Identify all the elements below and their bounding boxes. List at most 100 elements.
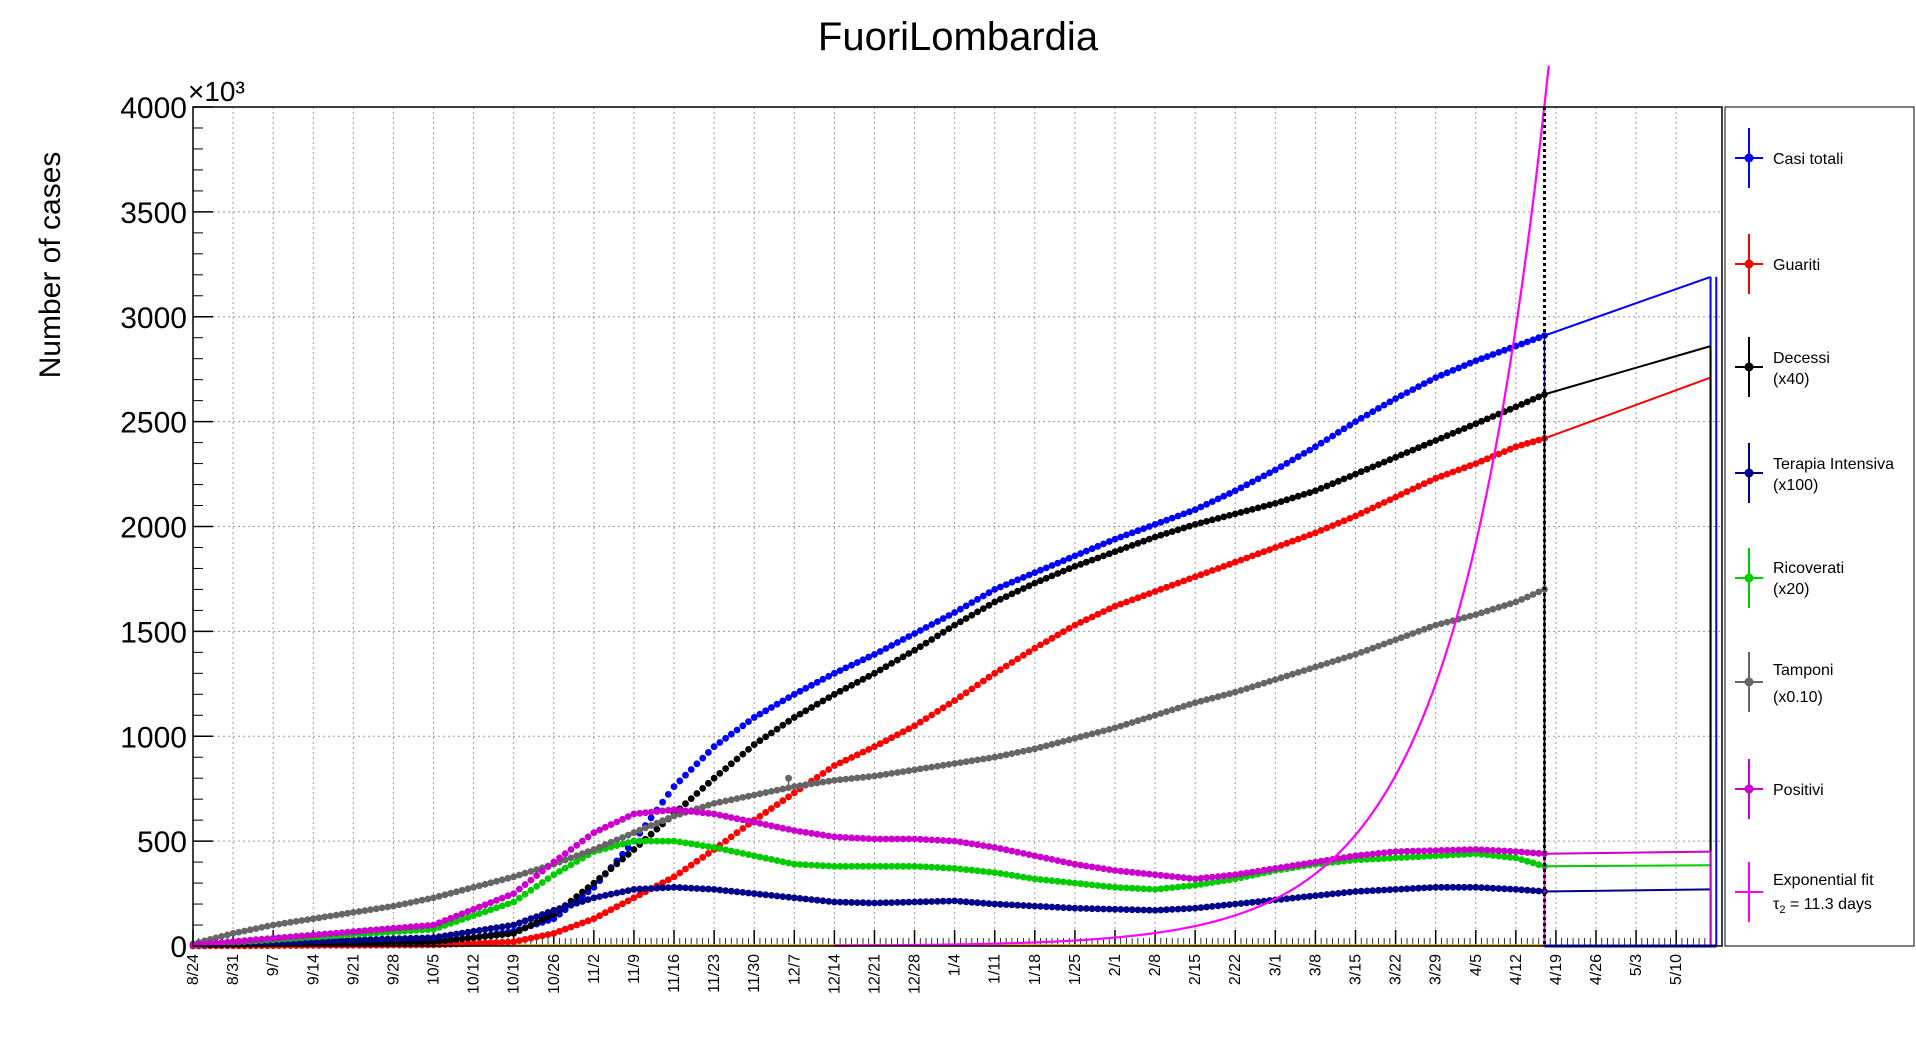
projection-line xyxy=(1544,376,1711,440)
plot-frame xyxy=(192,106,1723,947)
legend-entry-guariti: Guariti xyxy=(1735,234,1820,294)
exponential-fit-curve xyxy=(834,65,1550,947)
legend-entry-casi-totali: Casi totali xyxy=(1735,128,1843,188)
x-tick-label: 8/31 xyxy=(225,954,242,985)
y-axis-label: Number of cases xyxy=(34,152,67,379)
legend-entry-terapia-intensiva: Terapia Intensiva (x100) xyxy=(1735,443,1894,503)
x-tick-label: 11/9 xyxy=(626,954,643,984)
projection-line xyxy=(1544,850,1711,855)
series-terapia-intensiva xyxy=(189,883,1712,949)
series-positivi xyxy=(189,806,1712,949)
legend-marker-dot xyxy=(1744,677,1754,687)
tau-symbol: τ xyxy=(1773,896,1780,913)
legend-entry-ricoverati: Ricoverati (x20) xyxy=(1735,548,1844,608)
x-tick-label: 2/8 xyxy=(1147,954,1164,976)
x-tick-label: 8/24 xyxy=(185,954,202,985)
legend-entry-tamponi: Tamponi (x0.10) xyxy=(1735,652,1833,712)
x-tick-label: 4/19 xyxy=(1548,954,1565,985)
y-tick-label: 500 xyxy=(137,826,187,859)
x-tick-label: 1/11 xyxy=(987,954,1004,984)
y-axis-ticks: 0 500 1000 1500 2000 2500 3000 3500 4000 xyxy=(120,92,213,964)
x-tick-label: 3/1 xyxy=(1267,954,1284,976)
x-tick-label: 11/2 xyxy=(586,954,603,984)
y-tick-label: 3000 xyxy=(120,302,187,335)
series-tamponi xyxy=(189,586,1548,948)
y-tick-label: 4000 xyxy=(120,92,187,125)
tau-subscript: 2 xyxy=(1779,904,1785,916)
legend-marker-dot xyxy=(1744,259,1754,269)
data-markers xyxy=(189,806,1548,949)
y-tick-label: 1500 xyxy=(120,616,187,649)
projection-line xyxy=(1544,275,1711,337)
x-tick-label: 12/7 xyxy=(786,954,803,985)
x-tick-label: 4/5 xyxy=(1468,954,1485,976)
x-tick-label: 12/28 xyxy=(907,954,924,994)
x-tick-label: 10/5 xyxy=(426,954,443,985)
legend-label: Terapia Intensiva xyxy=(1773,456,1894,473)
legend-frame xyxy=(1724,106,1915,947)
x-tick-label: 3/29 xyxy=(1428,954,1445,985)
series-layer xyxy=(189,65,1718,950)
legend-multiplier: (x0.10) xyxy=(1773,689,1823,706)
x-tick-label: 1/25 xyxy=(1067,954,1084,985)
legend-entry-positivi: Positivi xyxy=(1735,759,1824,819)
x-tick-label: 3/8 xyxy=(1307,954,1324,976)
y-multiplier: ×10³ xyxy=(188,76,245,107)
x-tick-label: 1/4 xyxy=(947,954,964,976)
x-tick-label: 12/21 xyxy=(866,954,883,994)
legend-entry-exponential-fit: Exponential fit τ2 = 11.3 days xyxy=(1735,862,1874,922)
x-tick-label: 9/7 xyxy=(265,954,282,976)
tau-value: = 11.3 days xyxy=(1785,896,1871,913)
x-tick-label: 3/15 xyxy=(1347,954,1364,985)
x-tick-label: 10/19 xyxy=(506,954,523,994)
legend-label: Guariti xyxy=(1773,257,1820,274)
y-tick-label: 1000 xyxy=(120,721,187,754)
legend-marker-dot xyxy=(1744,362,1754,372)
legend-multiplier: (x100) xyxy=(1773,477,1818,494)
x-tick-label: 11/16 xyxy=(666,954,683,993)
projection-line xyxy=(1544,864,1711,868)
series-decessi xyxy=(189,345,1712,949)
x-tick-label: 5/3 xyxy=(1628,954,1645,976)
data-markers xyxy=(189,434,1548,950)
legend-entry-decessi: Decessi (x40) xyxy=(1735,337,1830,397)
legend: Casi totali Guariti Decessi (x40) Terapi… xyxy=(1724,106,1915,947)
data-markers xyxy=(189,883,1548,949)
legend-marker-dot xyxy=(1744,784,1754,794)
y-tick-label: 0 xyxy=(170,931,187,964)
x-tick-label: 4/26 xyxy=(1588,954,1605,985)
legend-label: Casi totali xyxy=(1773,151,1843,168)
legend-label: Tamponi xyxy=(1773,662,1833,679)
legend-label: Ricoverati xyxy=(1773,560,1844,577)
x-tick-label: 4/12 xyxy=(1508,954,1525,985)
legend-fit-tau: τ2 = 11.3 days xyxy=(1773,896,1872,916)
y-tick-label: 2500 xyxy=(120,407,187,440)
projection-line xyxy=(1544,345,1711,396)
y-tick-label: 3500 xyxy=(120,197,187,230)
legend-marker-dot xyxy=(1744,153,1754,163)
projection-line xyxy=(1544,888,1711,893)
x-tick-label: 10/26 xyxy=(546,954,563,994)
x-tick-label: 2/15 xyxy=(1187,954,1204,985)
x-tick-label: 5/10 xyxy=(1668,954,1685,985)
x-tick-label: 9/14 xyxy=(305,954,322,985)
chart-title: FuoriLombardia xyxy=(818,15,1099,59)
x-tick-label: 9/21 xyxy=(345,954,362,985)
x-tick-label: 12/14 xyxy=(826,954,843,994)
series-exponential-fit xyxy=(834,65,1550,947)
legend-multiplier: (x20) xyxy=(1773,581,1809,598)
x-tick-label: 11/23 xyxy=(706,954,723,993)
x-tick-label: 2/22 xyxy=(1227,954,1244,985)
legend-multiplier: (x40) xyxy=(1773,371,1809,388)
x-tick-label: 1/18 xyxy=(1027,954,1044,985)
y-tick-label: 2000 xyxy=(120,512,187,545)
legend-label: Exponential fit xyxy=(1773,872,1874,889)
x-tick-label: 2/1 xyxy=(1107,954,1124,976)
legend-marker-dot xyxy=(1744,573,1754,583)
series-ricoverati xyxy=(189,837,1712,949)
grid xyxy=(192,106,1722,947)
legend-label: Decessi xyxy=(1773,350,1830,367)
legend-marker-dot xyxy=(1744,468,1754,478)
x-tick-label: 10/12 xyxy=(466,954,483,994)
